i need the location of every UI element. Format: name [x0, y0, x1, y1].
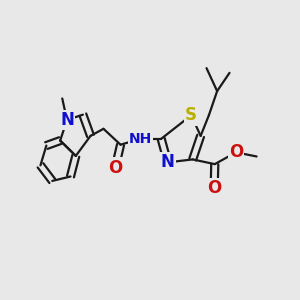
Text: NH: NH: [129, 132, 152, 146]
Text: S: S: [185, 106, 197, 124]
Text: N: N: [60, 111, 74, 129]
Text: O: O: [207, 179, 221, 197]
Text: N: N: [161, 153, 175, 171]
Text: O: O: [229, 143, 243, 161]
Text: O: O: [108, 159, 122, 177]
